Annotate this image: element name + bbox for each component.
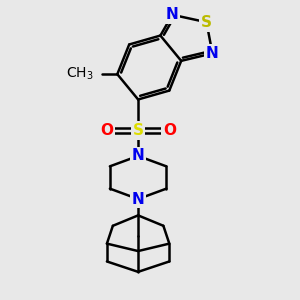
Text: N: N <box>166 7 179 22</box>
Text: O: O <box>163 123 176 138</box>
Text: CH$_3$: CH$_3$ <box>66 66 94 82</box>
Text: N: N <box>132 148 145 164</box>
Text: O: O <box>100 123 113 138</box>
Text: N: N <box>132 191 145 206</box>
Text: S: S <box>133 123 144 138</box>
Text: N: N <box>206 46 219 61</box>
Text: S: S <box>201 15 212 30</box>
